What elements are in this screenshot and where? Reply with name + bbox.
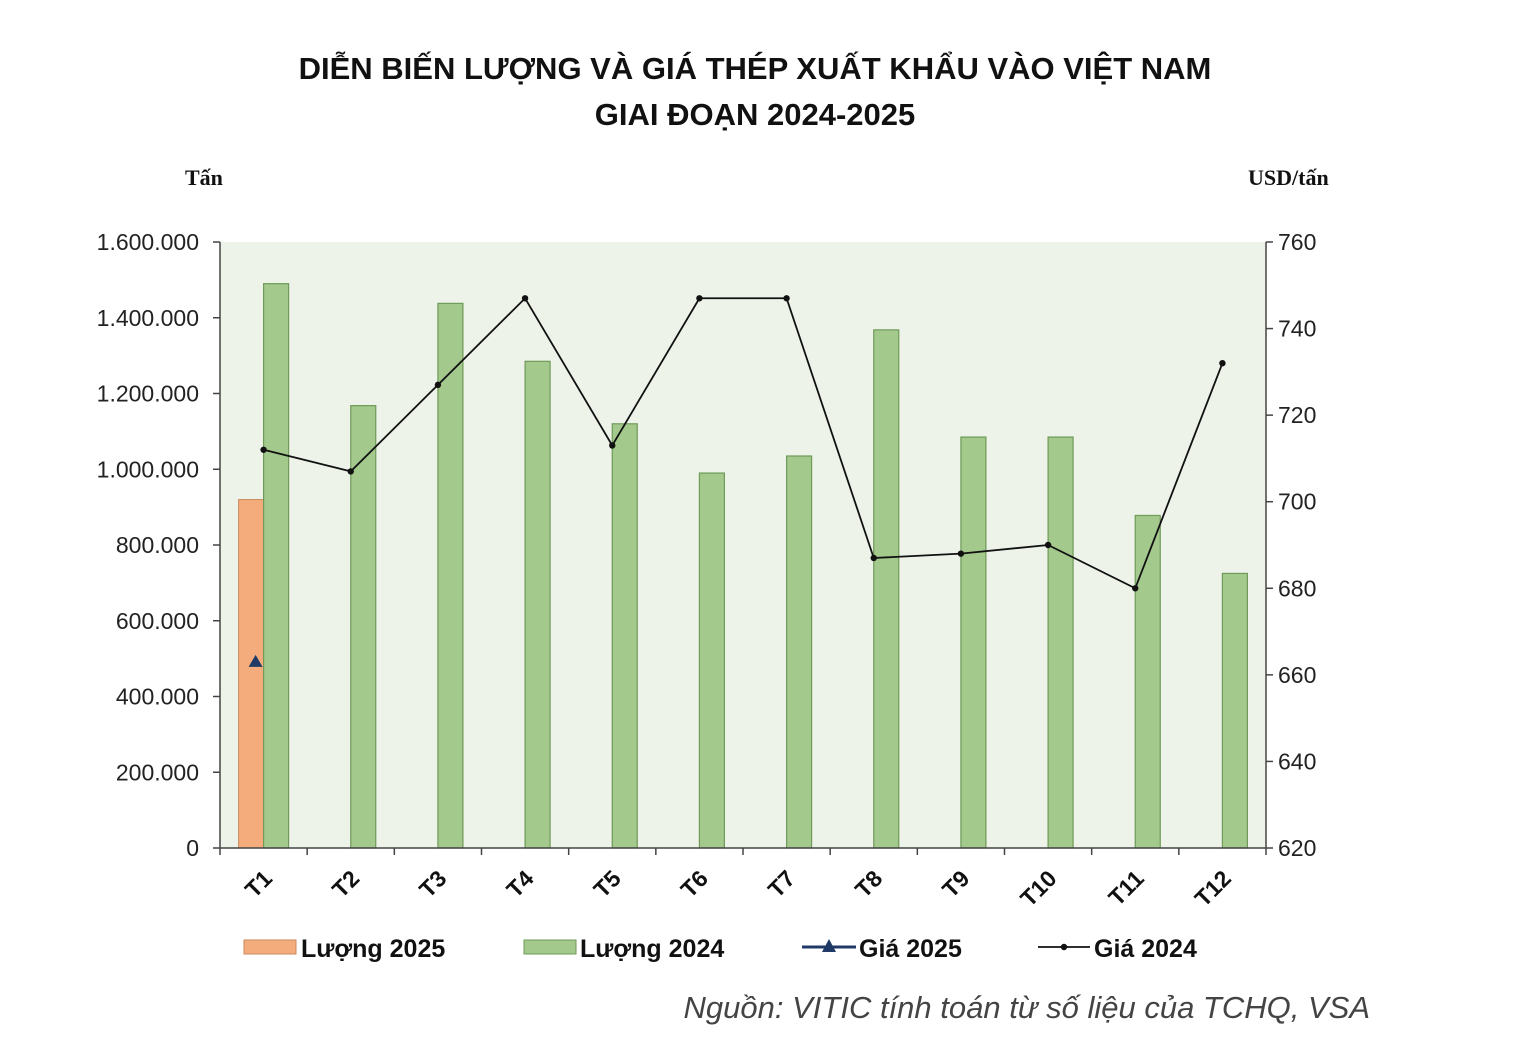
point-gia-2024-T4 xyxy=(521,295,529,302)
chart-title: DIỄN BIẾN LƯỢNG VÀ GIÁ THÉP XUẤT KHẨU VÀ… xyxy=(0,46,1510,138)
category-label-T11: T11 xyxy=(1103,865,1149,911)
left-tick-label: 1.000.000 xyxy=(97,456,199,482)
bar-luong-2024-T8 xyxy=(873,329,900,849)
bar-luong-2025-T1 xyxy=(238,499,265,849)
left-tick-label: 1.400.000 xyxy=(97,305,199,331)
bar-luong-2024-T7 xyxy=(785,455,813,849)
line-gia-2025 xyxy=(248,654,263,667)
point-gia-2024-T1 xyxy=(260,446,267,453)
point-gia-2024-T11 xyxy=(1132,585,1139,592)
point-gia-2024-T2 xyxy=(347,468,354,475)
point-gia-2024-T9 xyxy=(957,550,965,557)
bar-luong-2024-T9 xyxy=(960,436,987,849)
point-gia-2024-T7 xyxy=(783,295,790,302)
legend-label-gia-2025: Giá 2025 xyxy=(859,935,962,963)
category-label-T1: T1 xyxy=(240,865,278,903)
category-label-T6: T6 xyxy=(676,865,713,902)
category-label-T3: T3 xyxy=(414,865,451,902)
legend-label-gia-2024: Giá 2024 xyxy=(1094,935,1197,963)
legend-swatch-luong-2025 xyxy=(243,939,297,955)
point-gia-2024-T3 xyxy=(434,381,442,389)
chart-title-line-1: DIỄN BIẾN LƯỢNG VÀ GIÁ THÉP XUẤT KHẨU VÀ… xyxy=(298,51,1212,86)
right-tick-label: 680 xyxy=(1278,575,1316,601)
bar-luong-2024-T10 xyxy=(1047,436,1074,849)
bar-luong-2024-T12 xyxy=(1221,572,1249,849)
left-tick-label: 1.200.000 xyxy=(97,381,199,407)
bars-luong-2025 xyxy=(238,499,265,849)
left-axis-unit: Tấn xyxy=(185,165,223,190)
right-tick-label: 740 xyxy=(1278,316,1316,342)
legend-marker-gia-2024 xyxy=(1060,943,1068,951)
bar-luong-2024-T3 xyxy=(437,302,464,849)
plot-area xyxy=(220,242,1266,848)
legend: Lượng 2025 Lượng 2024 Giá 2025 Giá 2024 xyxy=(243,935,1197,963)
point-gia-2024-T6 xyxy=(696,295,703,302)
category-label-T12: T12 xyxy=(1190,865,1236,911)
legend-label-luong-2024: Lượng 2024 xyxy=(580,935,724,963)
category-label-T8: T8 xyxy=(850,865,888,903)
right-tick-label: 700 xyxy=(1278,489,1316,515)
right-tick-label: 720 xyxy=(1278,402,1316,428)
point-gia-2024-T10 xyxy=(1044,541,1052,549)
category-label-T7: T7 xyxy=(763,865,800,902)
left-tick-label: 1.600.000 xyxy=(97,229,199,255)
right-axis-unit: USD/tấn xyxy=(1248,165,1329,190)
bar-luong-2024-T1 xyxy=(262,283,290,849)
point-gia-2024-T5 xyxy=(609,442,616,449)
legend-marker-gia-2025 xyxy=(822,939,836,952)
source-note: Nguồn: VITIC tính toán từ số liệu của TC… xyxy=(683,990,1370,1025)
point-gia-2024-T12 xyxy=(1219,360,1226,367)
legend-label-luong-2025: Lượng 2025 xyxy=(301,935,445,963)
right-tick-label: 620 xyxy=(1278,835,1316,861)
bar-luong-2024-T11 xyxy=(1134,514,1161,849)
line-gia-2024 xyxy=(260,295,1226,592)
point-gia-2024-T8 xyxy=(870,554,877,562)
left-tick-label: 0 xyxy=(186,835,199,861)
bar-luong-2024-T6 xyxy=(698,472,726,849)
right-tick-label: 760 xyxy=(1278,229,1316,255)
legend-swatch-luong-2024 xyxy=(523,939,577,955)
right-tick-label: 640 xyxy=(1278,748,1316,774)
bar-luong-2024-T2 xyxy=(350,405,377,849)
category-label-T5: T5 xyxy=(588,865,626,903)
category-label-T2: T2 xyxy=(327,865,364,902)
category-label-T10: T10 xyxy=(1015,865,1061,911)
line-gia-2024-path xyxy=(263,296,1224,590)
bars-luong-2024 xyxy=(262,283,1249,849)
category-label-T9: T9 xyxy=(937,865,974,902)
left-tick-label: 600.000 xyxy=(116,608,199,634)
right-tick-label: 660 xyxy=(1278,662,1316,688)
bar-luong-2024-T4 xyxy=(524,360,551,849)
chart-title-line-2: GIAI ĐOẠN 2024-2025 xyxy=(594,97,916,132)
bar-luong-2024-T5 xyxy=(611,423,638,849)
left-tick-label: 200.000 xyxy=(116,759,199,785)
left-tick-label: 400.000 xyxy=(116,684,199,710)
left-tick-label: 800.000 xyxy=(116,532,199,558)
point-gia-2025-T1 xyxy=(248,654,263,667)
category-label-T4: T4 xyxy=(501,865,539,903)
